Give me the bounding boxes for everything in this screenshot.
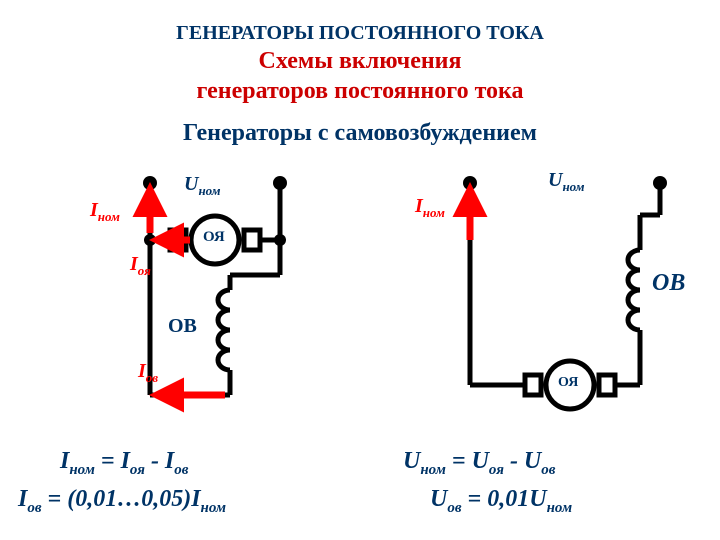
label-i-oya-left: Iоя: [130, 253, 151, 279]
schematic-right-svg: [360, 155, 720, 445]
equation-right-1: Uном = Uоя - Uов: [403, 448, 555, 479]
label-oya-right: ОЯ: [558, 375, 578, 391]
label-u-nom-right: Uном: [548, 169, 585, 195]
title-main: ГЕНЕРАТОРЫ ПОСТОЯННОГО ТОКА: [0, 22, 720, 45]
title-sub3: Генераторы с самовозбуждением: [0, 120, 720, 147]
label-u-nom-left: Uном: [184, 173, 221, 199]
title-sub1: Схемы включения: [0, 48, 720, 75]
diagram-left: Uном Iном Iоя Iов ОВ ОЯ: [20, 155, 380, 435]
title-sub2: генераторов постоянного тока: [0, 78, 720, 105]
diagram-right: Uном Iном ОВ ОЯ: [360, 155, 720, 435]
label-i-ov-left: Iов: [138, 360, 158, 386]
label-ov-right: ОВ: [652, 270, 685, 297]
slide: ГЕНЕРАТОРЫ ПОСТОЯННОГО ТОКА Схемы включе…: [0, 0, 720, 540]
label-i-nom-right: Iном: [415, 195, 445, 221]
equation-right-2: Uов = 0,01Uном: [430, 486, 572, 517]
equation-left-1: Iном = Iоя - Iов: [60, 448, 188, 479]
label-ov-left: ОВ: [168, 315, 197, 338]
label-oya-left: ОЯ: [203, 229, 225, 246]
label-i-nom-left: Iном: [90, 199, 120, 225]
equation-left-2: Iов = (0,01…0,05)Iном: [18, 486, 226, 517]
